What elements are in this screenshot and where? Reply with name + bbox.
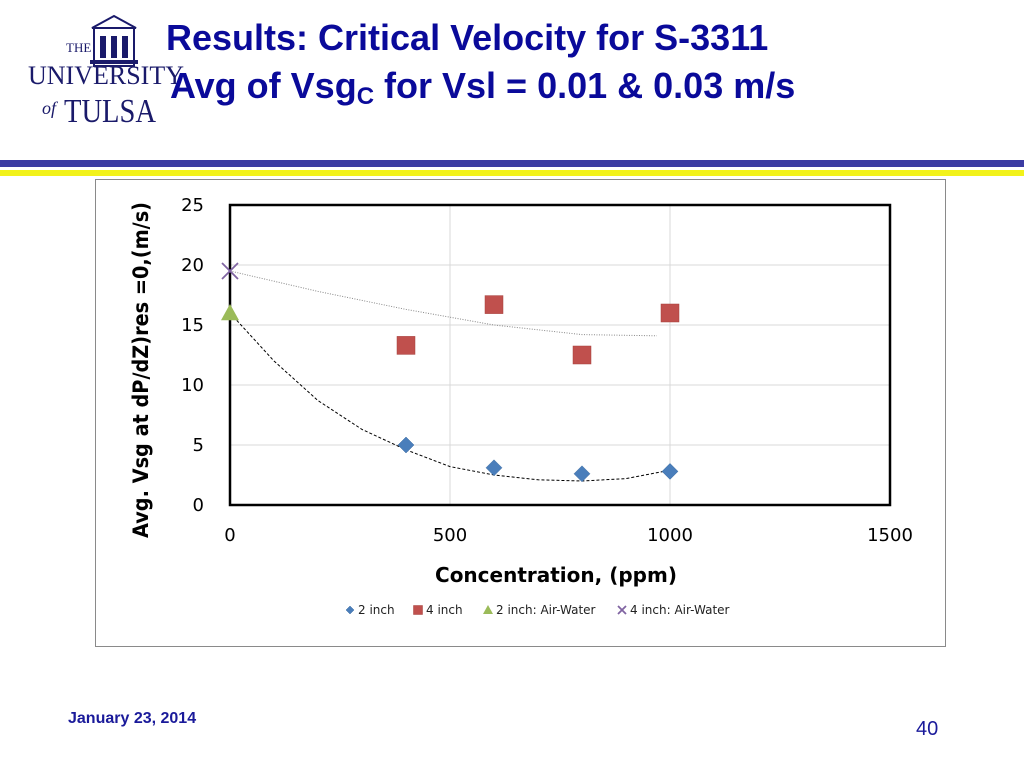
- logo-of: of: [42, 98, 59, 118]
- x-axis-title: Concentration, (ppm): [435, 563, 677, 587]
- y-axis-title: Avg. Vsg at dP/dZ)res =0,(m/s): [129, 202, 153, 538]
- y-tick-label: 10: [181, 375, 204, 396]
- slide-title: Results: Critical Velocity for S-3311 Av…: [166, 14, 1006, 110]
- data-point: [484, 295, 504, 314]
- y-tick-label: 0: [193, 495, 204, 516]
- y-tick-label: 5: [193, 435, 204, 456]
- data-point: [221, 304, 239, 321]
- trendline: [229, 312, 671, 482]
- data-point: [572, 345, 592, 365]
- tower-icon: [90, 14, 138, 67]
- legend-marker: [617, 605, 627, 615]
- data-point: [396, 336, 416, 355]
- legend-marker: [483, 605, 493, 614]
- x-tick-label: 500: [433, 525, 467, 546]
- legend-label: 2 inch: Air-Water: [496, 603, 596, 617]
- title-subscript: C: [356, 83, 375, 110]
- data-point: [485, 459, 503, 477]
- y-tick-label: 15: [181, 315, 204, 336]
- university-logo: THE UNIVERSITY of TULSA: [28, 14, 188, 144]
- logo-university: UNIVERSITY: [28, 61, 184, 90]
- title-line-2: Avg of VsgC for Vsl = 0.01 & 0.03 m/s: [166, 62, 1006, 110]
- x-tick-label: 1000: [647, 525, 693, 546]
- data-point: [397, 436, 415, 454]
- plot-area-border: [228, 203, 892, 507]
- page-number: 40: [916, 718, 939, 740]
- header-rule-yellow: [0, 170, 1024, 176]
- y-tick-label: 25: [181, 195, 204, 216]
- footer-date: January 23, 2014: [68, 710, 197, 727]
- legend-label: 4 inch: Air-Water: [630, 603, 730, 617]
- x-tick-label: 0: [224, 525, 235, 546]
- data-point: [221, 262, 239, 280]
- y-tick-label: 20: [181, 255, 204, 276]
- scatter-chart: 0 5 10 15 20 25 0 500 1000 1500 Concentration, (pp…: [129, 195, 913, 617]
- data-point: [660, 303, 680, 323]
- legend-marker: [345, 605, 355, 615]
- logo-tulsa: TULSA: [64, 93, 156, 130]
- data-point: [661, 463, 679, 480]
- legend-label: 2 inch: [358, 603, 395, 617]
- trendline: [229, 270, 657, 337]
- title-line-2-suffix: for Vsl = 0.01 & 0.03 m/s: [374, 65, 796, 106]
- x-tick-label: 1500: [867, 525, 913, 546]
- title-line-1: Results: Critical Velocity for S-3311: [166, 17, 769, 58]
- logo-the: THE: [66, 40, 91, 55]
- header-rule-blue: [0, 160, 1024, 167]
- legend-marker: [413, 605, 423, 615]
- legend-label: 4 inch: [426, 603, 463, 617]
- title-line-2-prefix: Avg of Vsg: [170, 65, 357, 106]
- data-point: [573, 465, 591, 483]
- chart-container: 0 5 10 15 20 25 0 500 1000 1500 Concentration, (pp…: [95, 179, 946, 647]
